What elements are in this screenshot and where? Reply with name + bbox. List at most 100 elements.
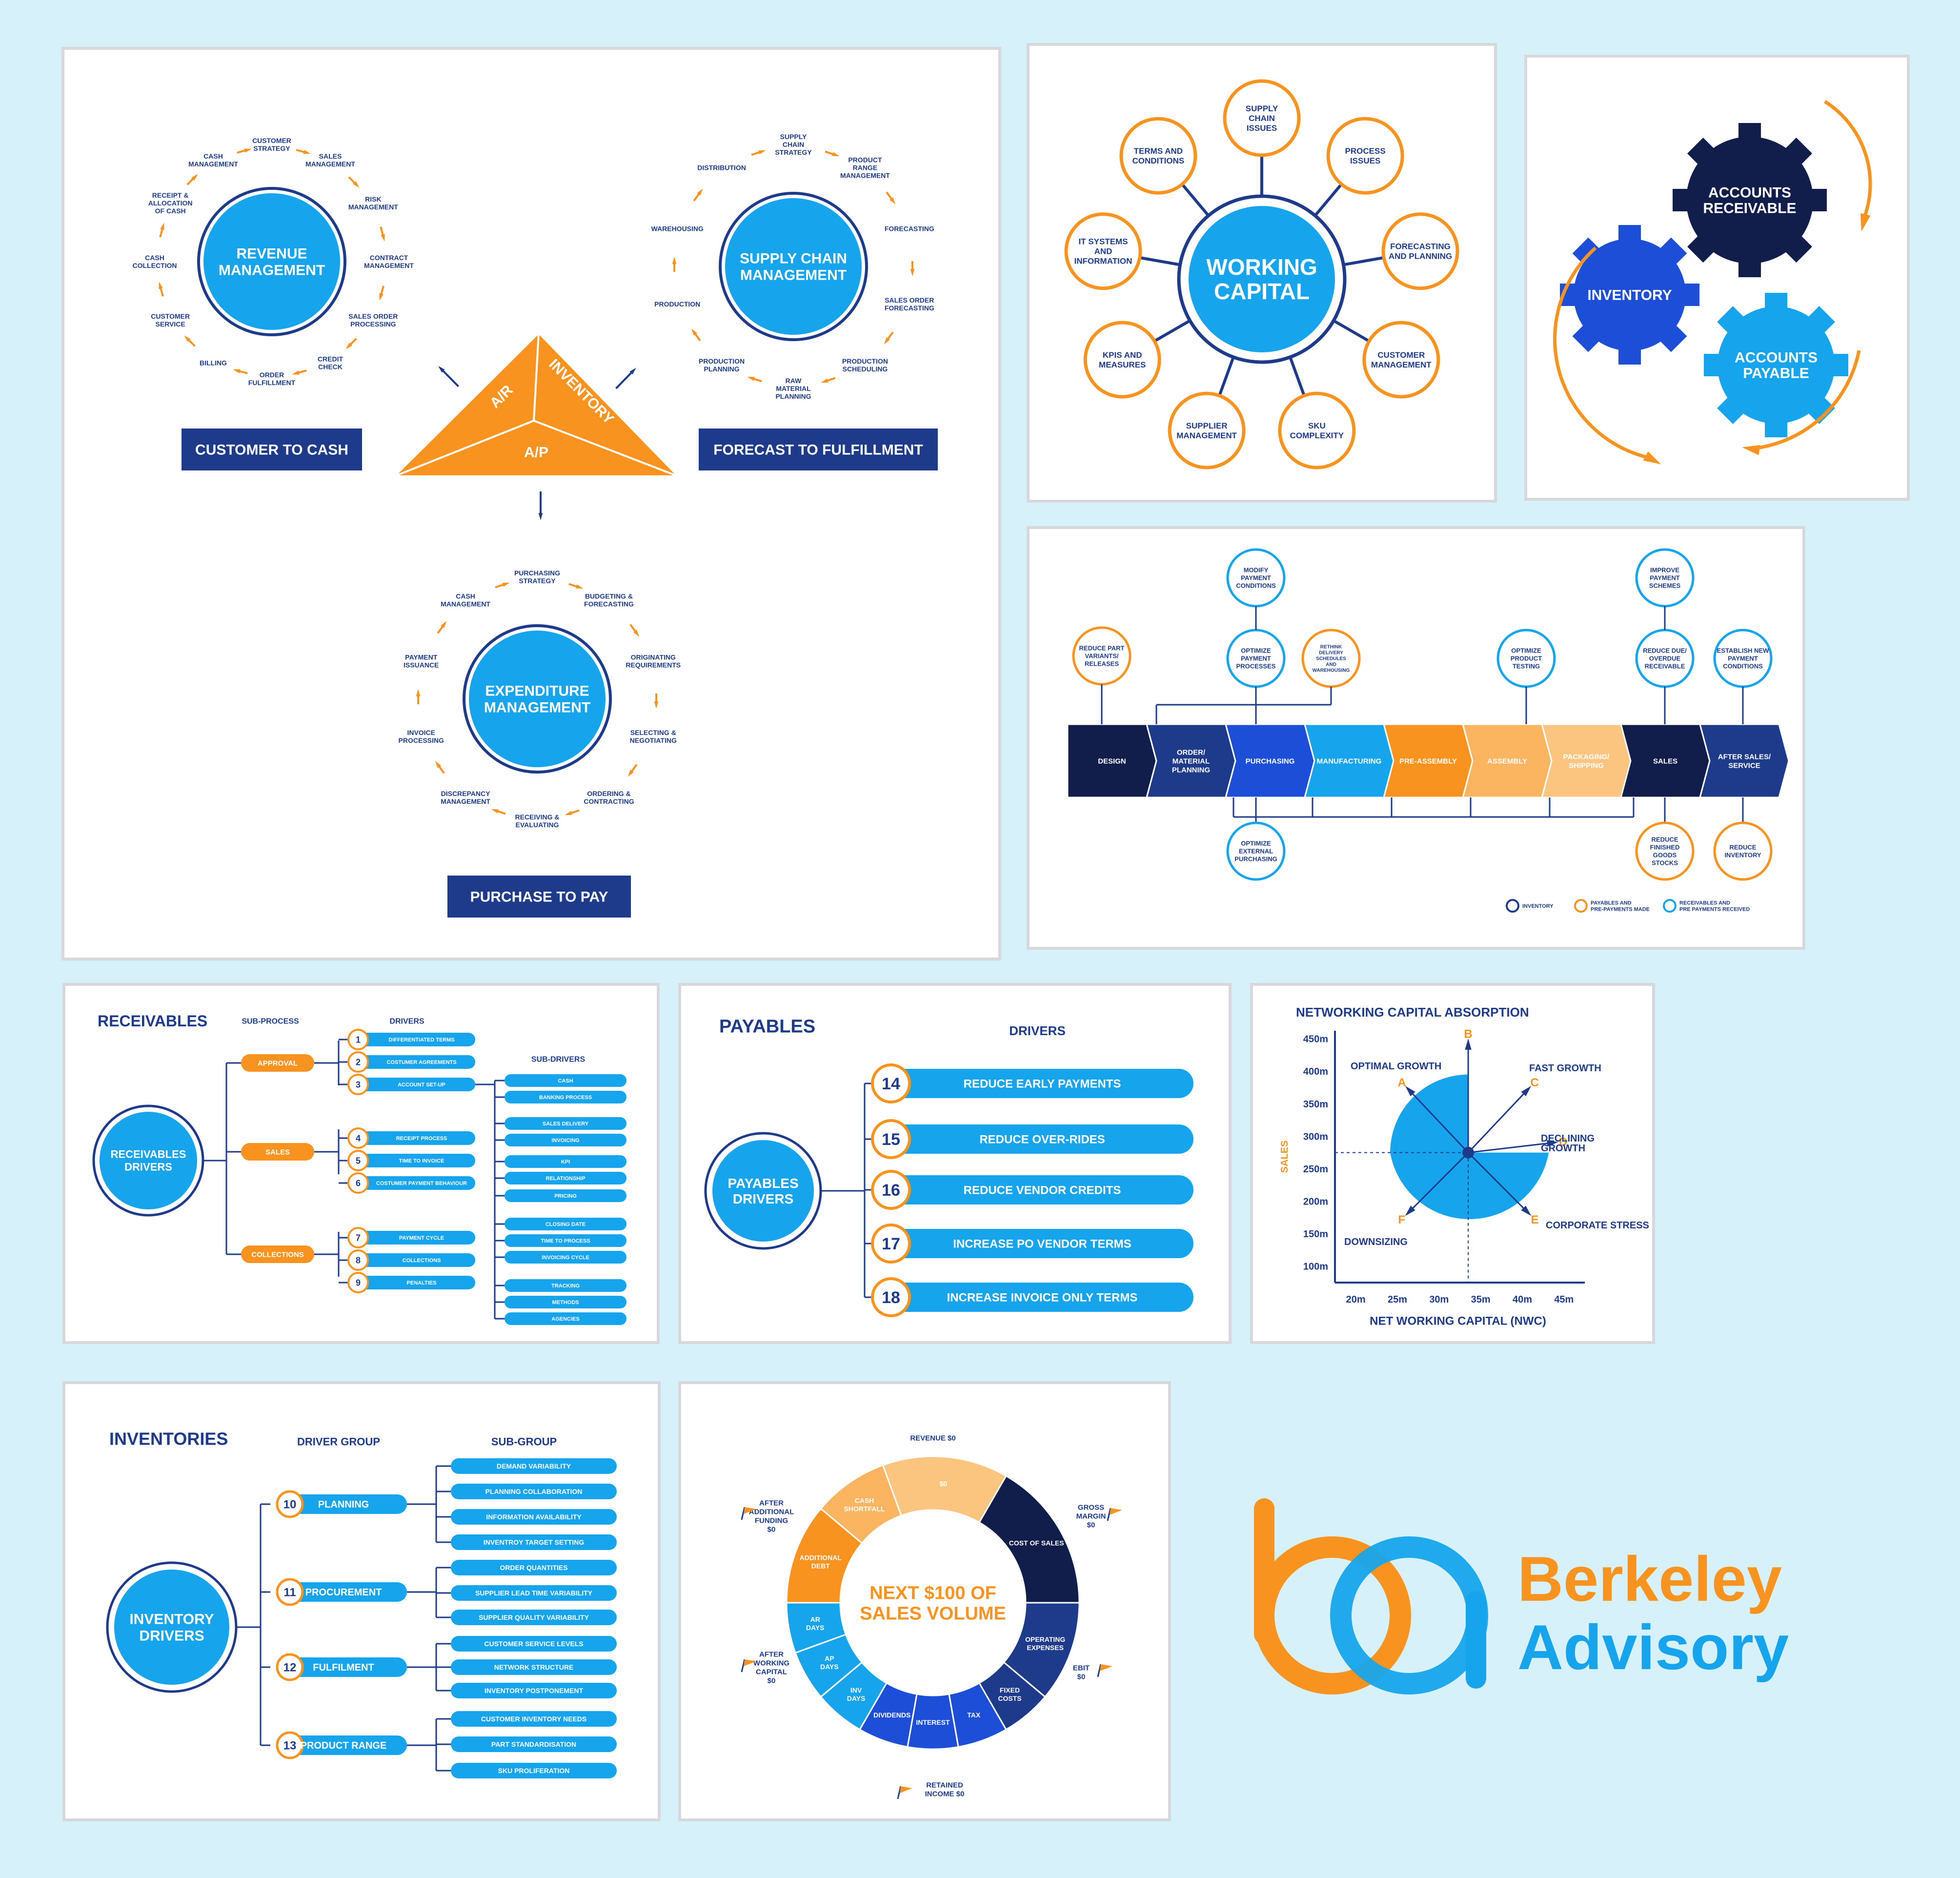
vc-top-label: OPTIMIZE PRODUCT TESTING bbox=[1511, 647, 1542, 670]
expenditure-step-label-line: PROCESSING bbox=[399, 736, 444, 744]
vc-top-label-line: CONDITIONS bbox=[1723, 663, 1763, 670]
flag-pole bbox=[1107, 1508, 1111, 1521]
rec-driver-label: PAYMENT CYCLE bbox=[399, 1235, 444, 1241]
wc-node-label-line: SUPPLY bbox=[1246, 104, 1278, 113]
donut-panel: $0 COST OF SALES OPERATING EXPENSES FIXED COS… bbox=[678, 1381, 1171, 1821]
expenditure-step-arrow-head bbox=[416, 689, 421, 696]
chart-y-tick: 200m bbox=[1303, 1197, 1328, 1207]
pay-driver-number: 15 bbox=[882, 1130, 900, 1149]
nwc-chart-panel: NETWORKING CAPITAL ABSORPTION 450m 400m 350… bbox=[1250, 983, 1655, 1344]
gear-ar-tooth bbox=[1782, 233, 1812, 263]
inv-sub-label-line: DEMAND VARIABILITY bbox=[497, 1462, 571, 1470]
wc-node-circle bbox=[1064, 212, 1142, 290]
revenue-center-circle bbox=[203, 193, 340, 330]
vc-stage-label-line: AFTER SALES/ bbox=[1718, 753, 1771, 761]
supply-step-label-line: WAREHOUSING bbox=[651, 225, 704, 233]
donut-center-label: NEXT $100 OF SALES VOLUME bbox=[860, 1583, 1006, 1624]
pay-driver-label: INCREASE PO VENDOR TERMS bbox=[953, 1237, 1131, 1250]
revenue-step-label-line: RECEIPT & bbox=[152, 191, 189, 199]
supply-step-label-line: PRODUCTION bbox=[699, 357, 745, 365]
rec-driver-label: COLLECTIONS bbox=[403, 1258, 441, 1264]
chart-vector bbox=[1409, 1090, 1469, 1153]
rec-subdriver-label-line: KPI bbox=[561, 1159, 570, 1165]
revenue-step-label-line: CASH bbox=[145, 254, 164, 262]
revenue-step-label: CASH COLLECTION bbox=[133, 254, 177, 269]
inv-center-circle bbox=[114, 1570, 229, 1685]
vc-top-label-line: ESTABLISH NEW bbox=[1717, 647, 1769, 654]
vc-top-label-line: RELEASES bbox=[1085, 660, 1119, 668]
rec-subdriver-label: METHODS bbox=[552, 1300, 579, 1306]
inv-sub-pill bbox=[451, 1484, 617, 1499]
revenue-step-label-line: MANAGEMENT bbox=[364, 262, 414, 269]
vc-legend-label-line: RECEIVABLES AND bbox=[1679, 900, 1730, 906]
supply-banner-label: FORECAST TO FULFILLMENT bbox=[713, 442, 923, 458]
donut-outer-label: AFTER WORKING CAPITAL $0 bbox=[753, 1650, 789, 1685]
pay-driver-number-ring bbox=[871, 1170, 911, 1210]
donut-segment-label-line: FIXED bbox=[1000, 1686, 1020, 1694]
vc-top-label: ESTABLISH NEW PAYMENT CONDITIONS bbox=[1717, 647, 1769, 670]
supply-step-label-line: SCHEDULING bbox=[843, 365, 888, 373]
donut-segment-label-line: OPERATING bbox=[1025, 1635, 1065, 1643]
inv-sub-label-line: SKU PROLIFERATION bbox=[498, 1767, 570, 1775]
flag-icon bbox=[744, 1659, 756, 1666]
supply-step-label: PRODUCTION bbox=[654, 300, 700, 308]
vc-legend-label-line: PRE PAYMENTS RECEIVED bbox=[1679, 906, 1750, 912]
inv-group-number-ring bbox=[276, 1653, 304, 1681]
vc-top-label-line: AND bbox=[1326, 662, 1336, 668]
chart-vector-head bbox=[1465, 1038, 1472, 1050]
revenue-step-label: RISK MANAGEMENT bbox=[348, 195, 398, 211]
revenue-step-label-line: CASH bbox=[203, 152, 223, 160]
vc-legend-label: INVENTORY bbox=[1522, 903, 1554, 909]
chart-label-f: DOWNSIZING bbox=[1344, 1237, 1408, 1247]
gear-inventory-gear bbox=[1560, 225, 1699, 365]
rec-driver-label-line: COSTUMER PAYMENT BEHAVIOUR bbox=[376, 1181, 467, 1186]
expenditure-banner-label-line: PURCHASE TO PAY bbox=[470, 889, 608, 905]
expenditure-center-label-line: MANAGEMENT bbox=[484, 700, 590, 716]
inv-sub-label-line: ORDER QUANTITIES bbox=[500, 1564, 567, 1572]
supply-step-label-line: STRATEGY bbox=[775, 148, 812, 156]
inv-group-label: FULFILMENT bbox=[313, 1662, 374, 1673]
expenditure-step-label-line: CASH bbox=[456, 592, 475, 600]
wc-center-label-line: CAPITAL bbox=[1214, 279, 1310, 304]
vc-legend-swatch bbox=[1574, 899, 1588, 913]
pay-center-label-line: PAYABLES bbox=[727, 1176, 798, 1191]
vc-top-label-line: PROCESSES bbox=[1236, 663, 1276, 670]
gear-ap-tooth bbox=[1805, 394, 1835, 424]
gear-arrow-left bbox=[1553, 246, 1650, 460]
donut-segment-label-line: EXPENSES bbox=[1027, 1644, 1063, 1652]
rec-driver-pill bbox=[358, 1055, 475, 1069]
chart-x-tick: 25m bbox=[1388, 1294, 1407, 1305]
chart-point-letter-line: D bbox=[1559, 1135, 1567, 1148]
chart-label-a-line: OPTIMAL GROWTH bbox=[1351, 1061, 1441, 1072]
vc-stage-label-line: SERVICE bbox=[1728, 761, 1760, 770]
wc-node-label-line: MANAGEMENT bbox=[1371, 360, 1432, 369]
donut-outer-label-line: ADDITIONAL bbox=[749, 1508, 794, 1516]
donut-segment-label-line: AP bbox=[825, 1654, 834, 1662]
vc-bottom-label: REDUCE INVENTORY bbox=[1724, 844, 1761, 859]
inv-sub-pill bbox=[451, 1560, 617, 1575]
revenue-step-arrow-head bbox=[160, 223, 164, 230]
expenditure-step-label-line: PAYMENT bbox=[405, 653, 438, 661]
vc-top-label: REDUCE DUE/OVERDUE RECEIVABLE bbox=[1643, 647, 1687, 670]
inv-group-number-ring bbox=[276, 1578, 304, 1606]
expenditure-banner bbox=[447, 876, 631, 918]
vc-legend-label-line: INVENTORY bbox=[1522, 903, 1554, 909]
chart-y-tick-line: 200m bbox=[1303, 1197, 1328, 1207]
vc-top-label-line: RECEIVABLE bbox=[1645, 663, 1685, 670]
donut-outer-label-line: RETAINED bbox=[926, 1781, 963, 1789]
gear-ap-tooth bbox=[1717, 394, 1747, 424]
flag-icon bbox=[900, 1786, 912, 1793]
rec-col-subprocess-line: SUB-PROCESS bbox=[242, 1018, 299, 1026]
rec-subdriver-pill bbox=[505, 1134, 626, 1146]
vc-top-label: IMPROVE PAYMENT SCHEMES bbox=[1649, 567, 1681, 590]
triangle-label-ap-line: A/P bbox=[524, 445, 548, 461]
vc-top-label-line: PRODUCT bbox=[1511, 655, 1542, 662]
rec-driver-pill bbox=[358, 1033, 475, 1046]
expenditure-step-label: PAYMENT ISSUANCE bbox=[404, 653, 439, 669]
chart-vector bbox=[1468, 1152, 1527, 1212]
revenue-step-label: SALES MANAGEMENT bbox=[305, 152, 355, 168]
pay-driver-pill bbox=[891, 1069, 1193, 1098]
expenditure-center-circle bbox=[469, 631, 606, 767]
vc-bottom-label-line: STOCKS bbox=[1652, 859, 1678, 867]
